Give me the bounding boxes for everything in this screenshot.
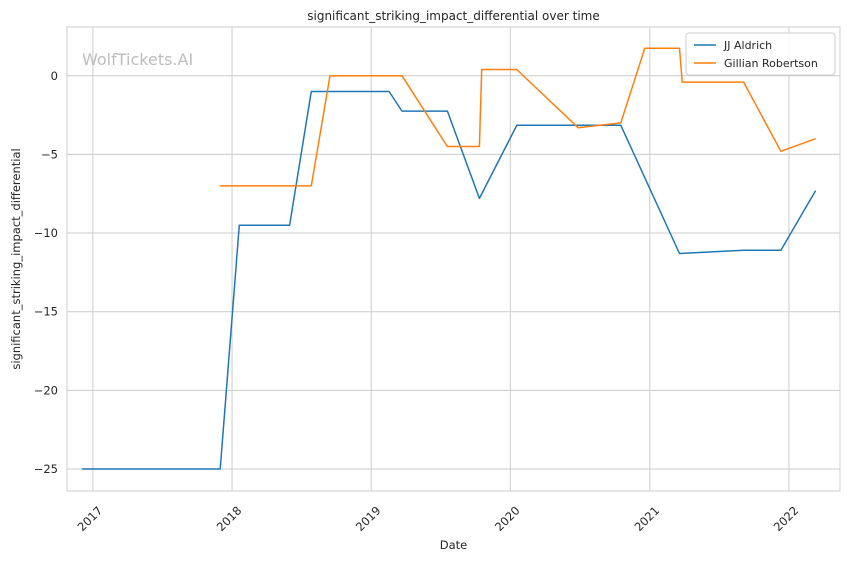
legend-label: Gillian Robertson <box>724 57 818 70</box>
legend-label: JJ Aldrich <box>723 39 772 52</box>
series-line-gillian-robertson <box>220 47 816 187</box>
y-tick-label: −20 <box>34 383 58 397</box>
y-tick-labels: 0 −5 −10 −15 −20 −25 <box>34 69 58 476</box>
legend-box <box>685 32 836 76</box>
y-axis-label: significant_striking_impact_differential <box>9 148 23 369</box>
chart-title: significant_striking_impact_differential… <box>307 9 599 23</box>
y-tick-label: −10 <box>34 226 58 240</box>
y-tick-label: −25 <box>34 462 58 476</box>
y-tick-label: −5 <box>41 147 58 161</box>
x-axis-label: Date <box>440 538 468 552</box>
series-line-jj-aldrich <box>81 90 817 470</box>
y-tick-label: −15 <box>34 305 58 319</box>
plot-frame <box>66 26 841 492</box>
watermark: WolfTickets.AI <box>82 50 193 69</box>
y-tick-label: 0 <box>51 69 58 83</box>
legend: JJ Aldrich Gillian Robertson <box>685 32 836 76</box>
series-layer <box>81 47 817 470</box>
